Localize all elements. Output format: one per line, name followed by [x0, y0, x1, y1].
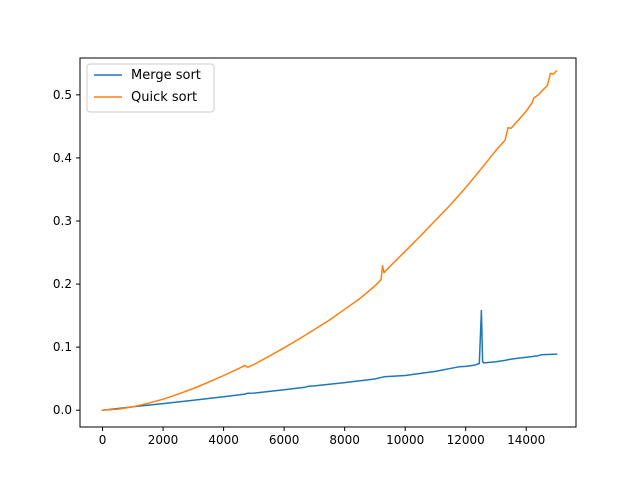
y-tick-label: 0.5 [53, 88, 72, 102]
axes: 0 2000 4000 6000 8000 10000 12000 14000 0.0 0.1 0.… [53, 57, 577, 447]
series-line-merge-sort [101, 309, 558, 412]
axes-frame [79, 57, 577, 428]
y-tick-label: 0.3 [53, 214, 72, 228]
x-tick-label: 6000 [269, 433, 300, 447]
x-tick-label: 14000 [507, 433, 545, 447]
y-tick-label: 0.4 [53, 151, 72, 165]
x-tick-label: 4000 [208, 433, 239, 447]
y-tick-label: 0.2 [53, 277, 72, 291]
y-tick-label: 0.0 [53, 403, 72, 417]
x-tick-label: 12000 [447, 433, 485, 447]
legend-label-quick-sort: Quick sort [131, 90, 197, 105]
legend-label-merge-sort: Merge sort [131, 68, 201, 83]
x-tick-label: 2000 [148, 433, 179, 447]
x-tick-label: 0 [99, 433, 107, 447]
series-line-quick-sort [101, 69, 558, 411]
legend: Merge sort Quick sort [86, 63, 215, 113]
x-tick-label: 10000 [386, 433, 424, 447]
plot-area [101, 69, 558, 412]
y-tick-label: 0.1 [53, 340, 72, 354]
x-tick-label: 8000 [329, 433, 360, 447]
legend-box [86, 63, 215, 113]
